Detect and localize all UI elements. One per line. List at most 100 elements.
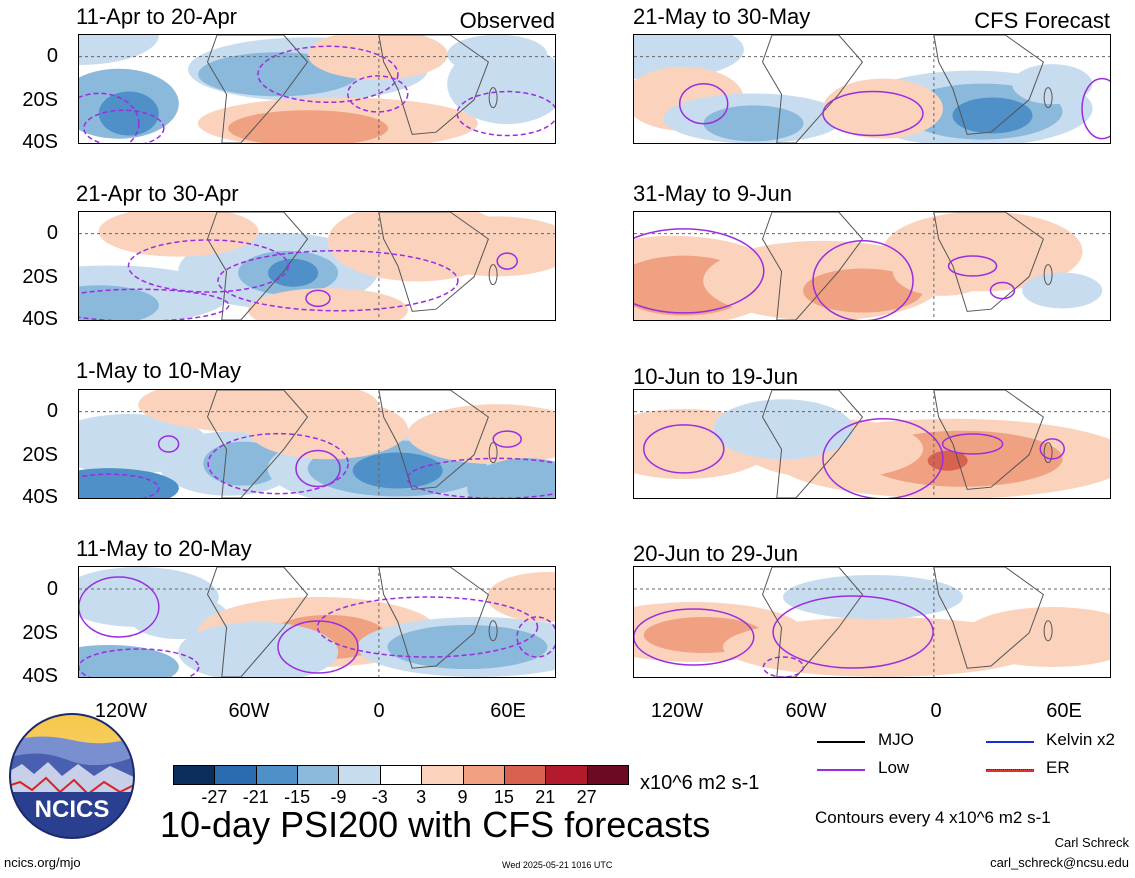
- shading-blob: [407, 404, 555, 465]
- coastline-madagascar: [488, 620, 498, 642]
- logo-text: NCICS: [34, 796, 110, 823]
- panel-fc3: [633, 389, 1111, 499]
- colorbar-tick-label: -15: [284, 787, 311, 807]
- low-contour: [217, 249, 459, 312]
- low-contour: [79, 648, 200, 677]
- shading-blob: [713, 399, 854, 460]
- coastline-africa: [378, 212, 489, 312]
- footer-url: ncics.org/mjo: [4, 855, 81, 870]
- ylabel-0-p1: 0: [46, 45, 58, 67]
- low-contour: [634, 228, 765, 314]
- coastline-madagascar: [488, 442, 498, 464]
- ncics-logo: NCICS: [8, 712, 136, 840]
- shading-blob: [487, 572, 555, 622]
- coastline-africa: [378, 35, 489, 135]
- shading-blob: [822, 78, 943, 139]
- coastline-madagascar: [1043, 620, 1053, 642]
- panel-obs3: [78, 389, 556, 499]
- main-title: 10-day PSI200 with CFS forecasts: [160, 804, 711, 845]
- map-field-fc2: [634, 212, 1110, 320]
- map-field-fc1: [634, 35, 1110, 143]
- shading-blob: [203, 441, 284, 486]
- panel-title-obs4: 11-May to 20-May: [76, 536, 252, 561]
- colorbar-tick-label: -9: [330, 787, 347, 807]
- colorbar-swatch: [214, 765, 257, 785]
- ylabel-20s-p4: 20S: [22, 622, 58, 644]
- map-field-fc4: [634, 567, 1110, 677]
- coastline-madagascar: [1043, 264, 1053, 286]
- shading-blob: [247, 399, 408, 460]
- colorbar-tick-label: 3: [416, 787, 427, 807]
- low-contour: [643, 424, 725, 474]
- colorbar-swatch: [503, 765, 547, 785]
- colorbar-swatch: [338, 765, 381, 785]
- colorbar-swatch: [586, 765, 629, 785]
- map-field-obs1: [79, 35, 555, 143]
- map-field-fc3: [634, 390, 1110, 498]
- contours-note: Contours every 4 x10^6 m2 s-1: [815, 808, 1051, 827]
- ylabel-20s-p3: 20S: [22, 444, 58, 466]
- low-contour: [492, 430, 522, 448]
- coastline-madagascar: [488, 264, 498, 286]
- panel-title-fc3: 10-Jun to 19-Jun: [633, 364, 799, 389]
- low-contour: [762, 656, 805, 677]
- low-contour: [277, 620, 359, 674]
- panel-fc2: [633, 211, 1111, 321]
- coastline-south-america: [206, 212, 309, 320]
- shading-blob: [634, 35, 744, 80]
- ylabel-40s-p3: 40S: [22, 486, 58, 508]
- colorbar-swatch: [379, 765, 423, 785]
- colorbar-swatch: [421, 765, 464, 785]
- low-contour: [316, 596, 539, 658]
- shading-blob: [79, 468, 179, 498]
- low-contour: [79, 576, 160, 638]
- footer-author: Carl Schreck: [1054, 835, 1129, 850]
- shading-blob: [417, 216, 555, 277]
- panel-fc1: [633, 34, 1111, 144]
- colorbar-tick-label: 21: [535, 787, 556, 807]
- coastline-africa: [933, 567, 1044, 669]
- map-field-obs4: [79, 567, 555, 677]
- colorbar-swatch: [255, 765, 299, 785]
- low-contour: [295, 449, 341, 488]
- map-field-obs2: [79, 212, 555, 320]
- xlabel-120w-right: 120W: [650, 700, 704, 722]
- coastline-south-america: [206, 390, 309, 498]
- xlabel-60w-left: 60W: [228, 700, 270, 722]
- coastline-south-america: [761, 212, 864, 320]
- legend-line-er: [986, 769, 1034, 772]
- legend-label-kelvin: Kelvin x2: [1046, 730, 1115, 749]
- low-contour: [822, 417, 944, 498]
- panel-title-obs1: 11-Apr to 20-Apr: [76, 4, 238, 29]
- low-contour: [772, 595, 934, 669]
- observed-tag: Observed: [459, 8, 555, 33]
- low-contour: [157, 435, 180, 453]
- colorbar-tick-label: -27: [201, 787, 228, 807]
- shading-blob: [447, 35, 548, 75]
- colorbar-units: x10^6 m2 s-1: [640, 772, 760, 794]
- low-contour: [947, 255, 998, 277]
- colorbar-tick-label: 9: [457, 787, 468, 807]
- xlabel-60w-right: 60W: [785, 700, 827, 722]
- legend-label-er: ER: [1046, 758, 1070, 777]
- low-contour: [941, 433, 1004, 455]
- ylabel-0-p2: 0: [46, 222, 58, 244]
- low-contour: [1081, 77, 1110, 140]
- colorbar-swatch: [173, 765, 216, 785]
- coastline-madagascar: [1043, 87, 1053, 109]
- colorbar-tick-label: 15: [493, 787, 514, 807]
- low-contour: [822, 90, 924, 137]
- coastline-africa: [378, 390, 489, 490]
- legend-label-mjo: MJO: [878, 730, 914, 749]
- coastline-africa: [933, 35, 1044, 135]
- legend-line-low: [817, 769, 865, 771]
- ylabel-0-p4: 0: [46, 578, 58, 600]
- colorbar-tick-label: -21: [242, 787, 269, 807]
- low-contour: [127, 239, 290, 293]
- legend-label-low: Low: [878, 758, 910, 777]
- footer-email: carl_schreck@ncsu.edu: [990, 855, 1129, 870]
- low-contour: [257, 45, 399, 104]
- shading-blob: [98, 91, 159, 136]
- colorbar-swatch: [297, 765, 340, 785]
- footer-timestamp: Wed 2025-05-21 1016 UTC: [502, 860, 613, 870]
